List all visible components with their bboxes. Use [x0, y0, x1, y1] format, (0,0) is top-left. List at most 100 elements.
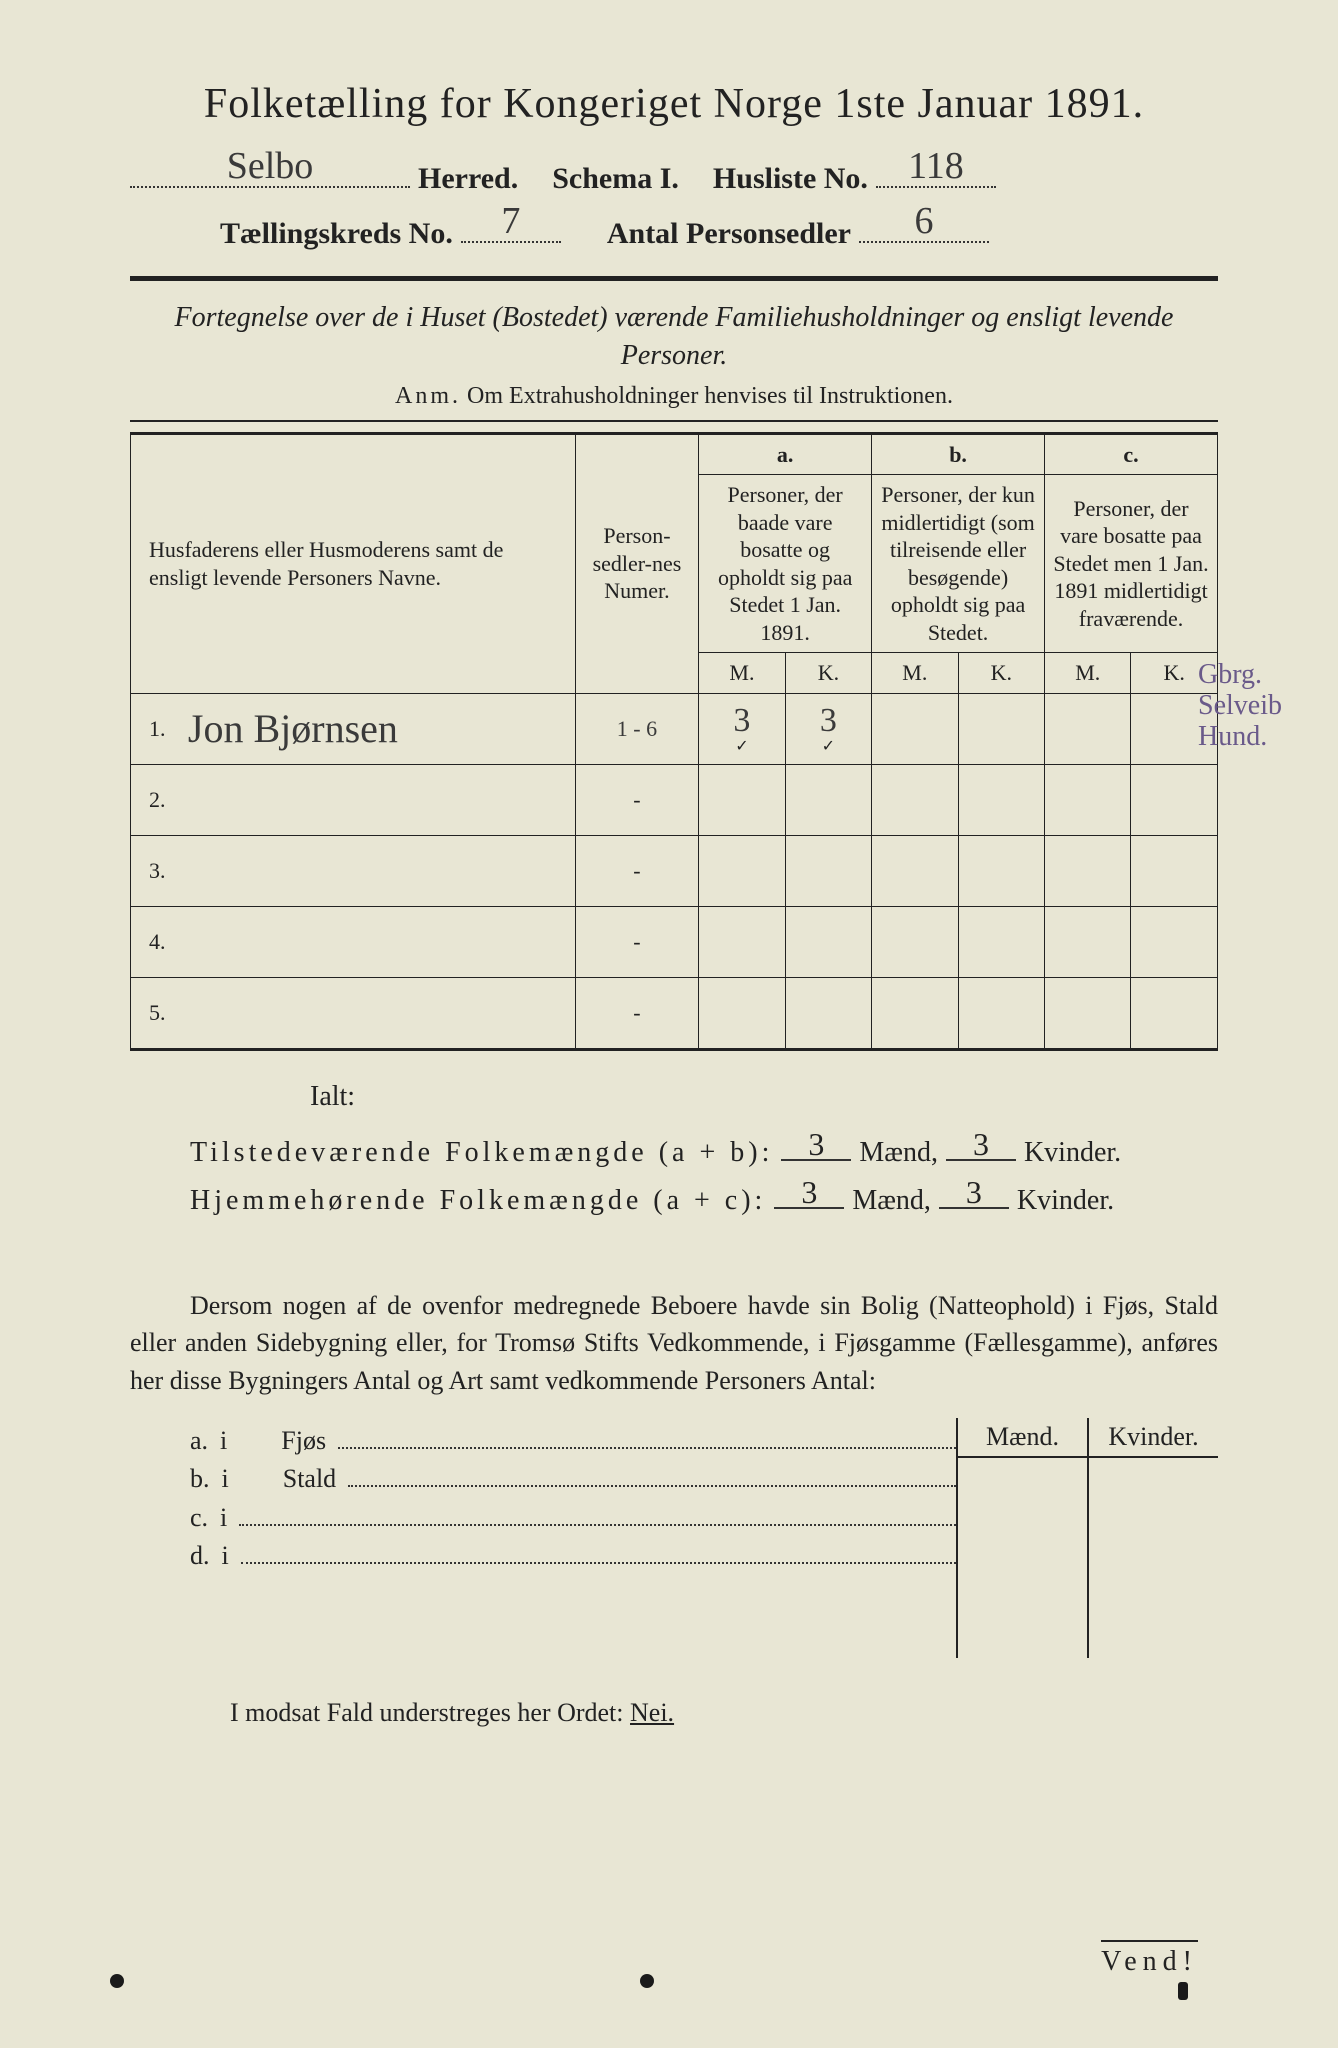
row-name — [180, 764, 575, 835]
table-row: 5. - — [131, 977, 1218, 1049]
dotted-line — [338, 1424, 956, 1449]
kvinder-label: Kvinder. — [1017, 1185, 1114, 1217]
th-b-head: b. — [872, 433, 1045, 475]
th-a-m: M. — [699, 653, 785, 694]
row-aM — [699, 835, 785, 906]
row-aK — [785, 906, 871, 977]
side-body — [958, 1458, 1218, 1658]
totals-l2-k-field: 3 — [939, 1179, 1009, 1209]
row-aM — [699, 764, 785, 835]
row-psnum: - — [575, 835, 699, 906]
row-num: 1. — [131, 693, 180, 764]
schema-label: Schema I. — [552, 162, 679, 196]
row-aM — [699, 906, 785, 977]
side-key: b. — [190, 1464, 210, 1494]
totals-l1-k: 3 — [973, 1126, 989, 1163]
totals-l1-k-field: 3 — [946, 1131, 1016, 1161]
instruction-paragraph: Dersom nogen af de ovenfor medregnede Be… — [130, 1287, 1218, 1400]
side-label: Stald — [283, 1464, 336, 1494]
side-i: i — [220, 1503, 227, 1533]
row-cK — [1131, 835, 1218, 906]
side-table: a. i Fjøs b. i Stald c. i d. i — [130, 1418, 1218, 1658]
side-maend: Mænd. — [958, 1418, 1089, 1456]
row-bK — [958, 693, 1044, 764]
row-num: 2. — [131, 764, 180, 835]
row-cM — [1045, 835, 1131, 906]
dotted-line — [239, 1500, 956, 1525]
herred-value: Selbo — [227, 144, 314, 188]
table-row: 3. - — [131, 835, 1218, 906]
rule-thick — [130, 276, 1218, 281]
row-cM — [1045, 764, 1131, 835]
table-row: 1. Jon Bjørnsen 1 - 6 3✓ 3✓ — [131, 693, 1218, 764]
totals-row-2: Hjemmehørende Folkemængde (a + c): 3 Mæn… — [190, 1179, 1218, 1217]
side-label: Fjøs — [281, 1426, 326, 1456]
nei-pre: I modsat Fald understreges her Ordet: — [230, 1698, 630, 1727]
th-a-head: a. — [699, 433, 872, 475]
vend-label: Vend! — [1101, 1940, 1198, 1978]
row-psnum: - — [575, 906, 699, 977]
side-row: c. i — [190, 1500, 956, 1532]
row-cM — [1045, 977, 1131, 1049]
kreds-field: 7 — [461, 208, 561, 243]
th-name: Husfaderens eller Husmoderens samt de en… — [131, 433, 576, 693]
row-aM: 3 — [733, 702, 750, 739]
side-row: a. i Fjøs — [190, 1424, 956, 1456]
th-a-head-txt: a. — [777, 442, 794, 467]
side-kvinder: Kvinder. — [1089, 1418, 1218, 1456]
row-aK — [785, 835, 871, 906]
totals-row-1: Tilstedeværende Folkemængde (a + b): 3 M… — [190, 1131, 1218, 1169]
totals-l1-m: 3 — [808, 1126, 824, 1163]
row-aK — [785, 764, 871, 835]
row-aK: 3 — [820, 702, 837, 739]
row-cK — [1131, 906, 1218, 977]
punch-hole-icon — [640, 1974, 654, 1988]
row-psnum: - — [575, 764, 699, 835]
husliste-label: Husliste No. — [713, 162, 868, 196]
herred-label: Herred. — [418, 162, 518, 196]
anm-lead: Anm. — [395, 383, 461, 409]
row-bK — [958, 764, 1044, 835]
instruction-text: Dersom nogen af de ovenfor medregnede Be… — [130, 1291, 1218, 1395]
th-c-m: M. — [1045, 653, 1131, 694]
tick-icon: ✓ — [794, 736, 863, 756]
th-name-text: Husfaderens eller Husmoderens samt de en… — [149, 537, 503, 590]
row-bM — [872, 835, 958, 906]
th-c-head: c. — [1045, 433, 1218, 475]
census-table: Husfaderens eller Husmoderens samt de en… — [130, 432, 1218, 1051]
row-num: 5. — [131, 977, 180, 1049]
tick-icon: ✓ — [707, 736, 776, 756]
row-bK — [958, 835, 1044, 906]
subtitle: Fortegnelse over de i Huset (Bostedet) v… — [130, 299, 1218, 375]
row-cK — [1131, 764, 1218, 835]
totals-block: Ialt: Tilstedeværende Folkemængde (a + b… — [130, 1081, 1218, 1217]
row-num: 4. — [131, 906, 180, 977]
husliste-value: 118 — [908, 144, 964, 188]
dotted-line — [241, 1539, 956, 1564]
census-form-page: Folketælling for Kongeriget Norge 1ste J… — [0, 0, 1338, 2048]
row-psnum: 1 - 6 — [575, 693, 699, 764]
side-i: i — [222, 1464, 229, 1494]
herred-field: Selbo — [130, 153, 410, 188]
anm-line: Anm. Om Extrahusholdninger henvises til … — [130, 383, 1218, 410]
row-num: 3. — [131, 835, 180, 906]
row-bM — [872, 693, 958, 764]
maend-label: Mænd, — [852, 1185, 931, 1217]
totals-l2-m: 3 — [801, 1174, 817, 1211]
th-b-k: K. — [958, 653, 1044, 694]
totals-l2-k: 3 — [966, 1174, 982, 1211]
kreds-value: 7 — [501, 199, 520, 243]
side-key: c. — [190, 1503, 208, 1533]
row-cM — [1045, 693, 1131, 764]
th-num: Person-sedler-nes Numer. — [575, 433, 699, 693]
side-left: a. i Fjøs b. i Stald c. i d. i — [130, 1418, 956, 1658]
dotted-line — [348, 1462, 956, 1487]
th-a: Personer, der baade vare bosatte og opho… — [699, 475, 872, 653]
margin-note: Gbrg. Selveib Hund. — [1198, 660, 1308, 752]
row-name — [180, 977, 575, 1049]
row-name: Jon Bjørnsen — [188, 706, 398, 751]
maend-label: Mænd, — [859, 1137, 938, 1169]
row-cM — [1045, 906, 1131, 977]
rule-thin — [130, 420, 1218, 422]
side-key: a. — [190, 1426, 208, 1456]
